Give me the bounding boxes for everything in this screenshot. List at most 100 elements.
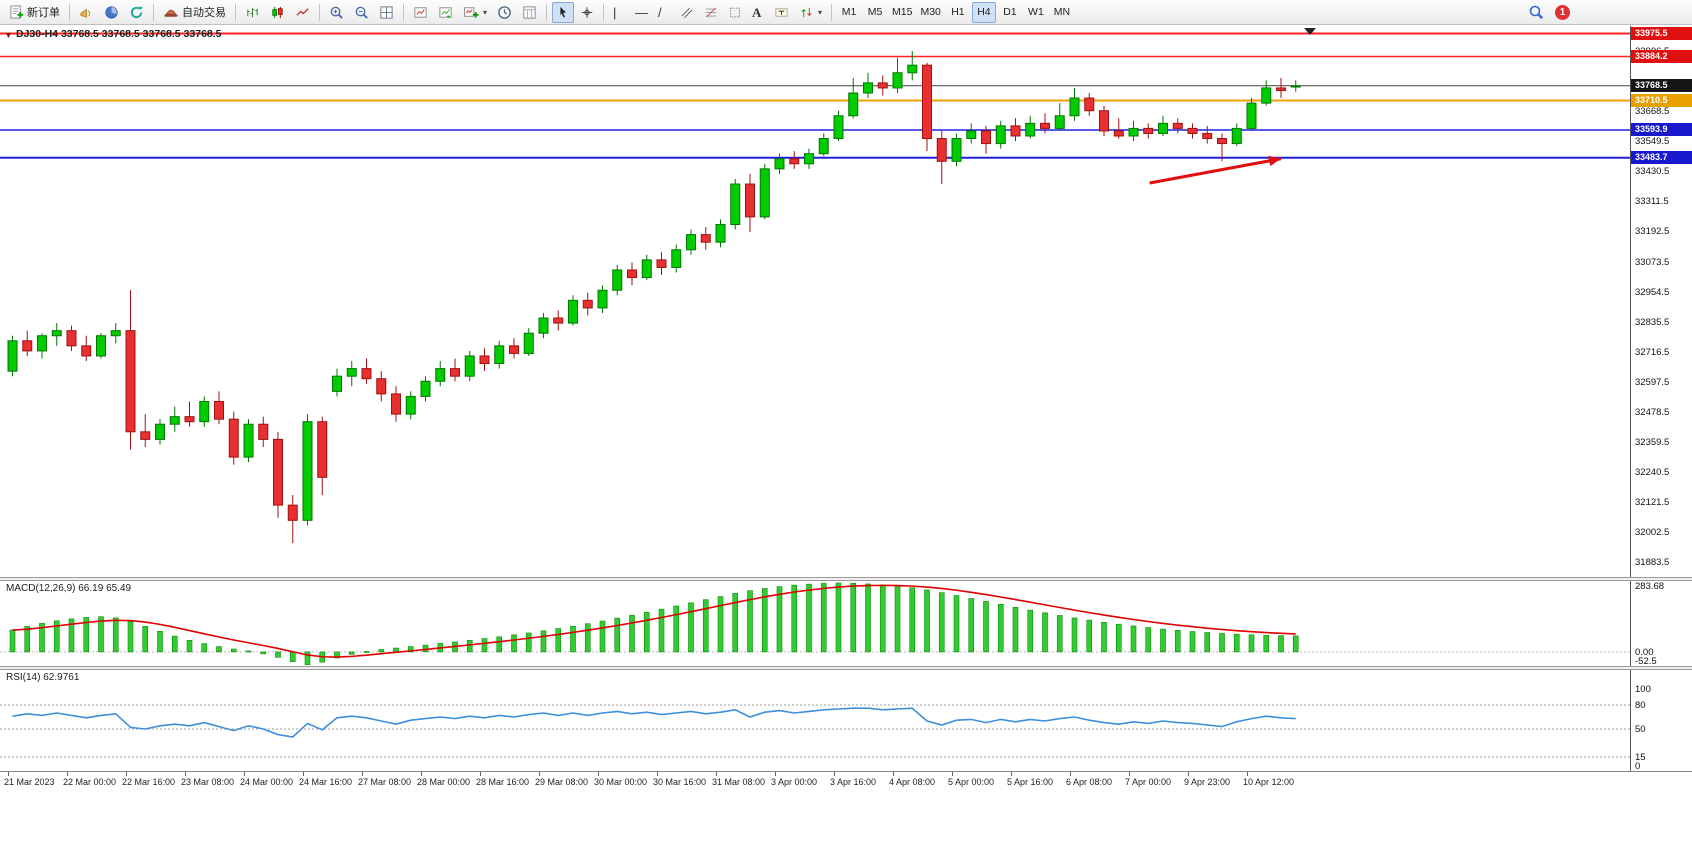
tile-windows-button[interactable] [375,2,398,23]
trendline-button[interactable]: / [654,2,674,23]
chart-window-button[interactable] [409,2,432,23]
macd-bar [245,650,252,653]
new-chart-button[interactable]: ▾ [459,2,491,23]
cursor-button[interactable] [552,1,575,23]
macd-bar [1278,635,1284,653]
text-button[interactable]: A [748,2,768,23]
timeframe-m30[interactable]: M30 [917,2,943,23]
toolbar-separator [831,3,833,21]
candle [1069,87,1080,121]
profiles-button[interactable] [100,2,123,23]
candle [1010,118,1021,142]
rsi-tick: 80 [1635,700,1646,711]
timeframe-m5[interactable]: M5 [863,2,887,23]
shapes-button[interactable] [724,2,746,23]
time-tick [775,772,776,776]
bar-chart-button[interactable] [241,2,264,23]
macd-bar [275,651,281,658]
candle [155,419,165,445]
arrows-button[interactable]: ▾ [795,2,826,23]
macd-axis[interactable]: 283.68 0.00 -52.5 [1630,581,1692,667]
time-tick [893,772,894,776]
time-tick [1070,772,1071,776]
candle [818,133,829,157]
macd-bar [909,587,916,653]
candle [641,254,652,281]
chart-template-button[interactable] [434,2,457,23]
macd-bar [643,612,650,653]
macd-bar [599,620,606,653]
panel-separator[interactable] [0,577,1692,581]
macd-bar [1292,635,1299,653]
price-axis[interactable]: 33906.533668.533549.533430.533311.533192… [1630,26,1692,577]
refresh-button[interactable] [125,2,148,23]
data-window-button[interactable] [518,2,541,23]
new-order-button[interactable]: 新订单 [5,2,64,23]
macd-name: MACD(12,26,9) [6,583,76,594]
candle [538,312,549,339]
rsi-axis[interactable]: 100 80 50 15 0 [1630,670,1692,772]
time-axis[interactable]: 21 Mar 2023 22 Mar 00:00 22 Mar 16:00 23 Ma… [0,771,1692,798]
macd-bar [540,630,547,653]
timeframe-h1[interactable]: H1 [946,2,970,23]
panel-separator[interactable] [0,666,1692,670]
timeframe-m1[interactable]: M1 [837,2,861,23]
candle [332,368,342,397]
candle [435,361,446,387]
toolbar-separator [153,3,154,21]
vertical-line-button[interactable]: | [609,2,629,23]
rsi-panel[interactable]: RSI(14) 62.9761 100 80 50 15 0 [0,670,1692,772]
macd-bar [289,651,296,662]
annotation-arrow[interactable] [1149,157,1282,185]
clock-button[interactable] [493,2,516,23]
autotrade-button[interactable]: 自动交易 [159,2,230,23]
macd-bar [732,593,739,653]
rsi-tick: 15 [1635,752,1646,763]
horizontal-line-button[interactable]: — [631,2,652,23]
main-chart-panel[interactable]: ▼ DJ30-H4 33768.5 33768.5 33768.5 33768.… [0,26,1692,577]
line-chart-button[interactable] [291,2,314,23]
one-click-trading-toggle[interactable]: ▼ [4,30,13,40]
search-button[interactable] [1524,2,1548,23]
macd-label: MACD(12,26,9) 66.19 65.49 [6,583,131,594]
candle-chart-button[interactable] [266,2,289,23]
chart-shift-marker[interactable] [1304,28,1316,35]
candle [273,431,283,518]
macd-chart [0,582,1630,665]
autotrade-label: 自动交易 [182,7,226,19]
candle [1261,80,1272,106]
candlestick-chart[interactable] [0,26,1630,577]
timeframe-m15[interactable]: M15 [889,2,915,23]
time-tick [539,772,540,776]
time-label: 24 Mar 00:00 [240,777,294,787]
alerts-button[interactable] [75,2,98,23]
zoom-out-button[interactable] [350,2,373,23]
time-tick [421,772,422,776]
macd-bar [304,651,311,665]
crosshair-button[interactable] [576,2,598,23]
macd-bar [983,601,989,653]
macd-bar [171,635,178,653]
zoom-in-button[interactable] [325,2,348,23]
price-badge: 33884.2 [1631,50,1692,64]
candle [1158,115,1168,136]
zoom-out-icon [355,6,368,19]
label-button[interactable] [770,2,793,23]
fibonacci-button[interactable] [700,2,722,23]
macd-bar [879,584,886,653]
candle [1099,105,1109,136]
new-order-label: 新订单 [27,7,60,19]
timeframe-w1[interactable]: W1 [1024,2,1048,23]
candle [936,130,947,185]
macd-panel[interactable]: MACD(12,26,9) 66.19 65.49 283.68 0.00 -52.… [0,581,1692,667]
candle [627,262,637,286]
macd-bar [9,629,16,653]
timeframe-h4[interactable]: H4 [971,1,996,23]
notification-badge[interactable]: 1 [1555,4,1570,20]
macd-bar [1071,617,1078,653]
timeframe-d1[interactable]: D1 [998,2,1022,23]
timeframe-mn[interactable]: MN [1050,2,1074,23]
candle [169,406,180,432]
channel-button[interactable] [676,2,698,23]
time-tick [67,772,68,776]
